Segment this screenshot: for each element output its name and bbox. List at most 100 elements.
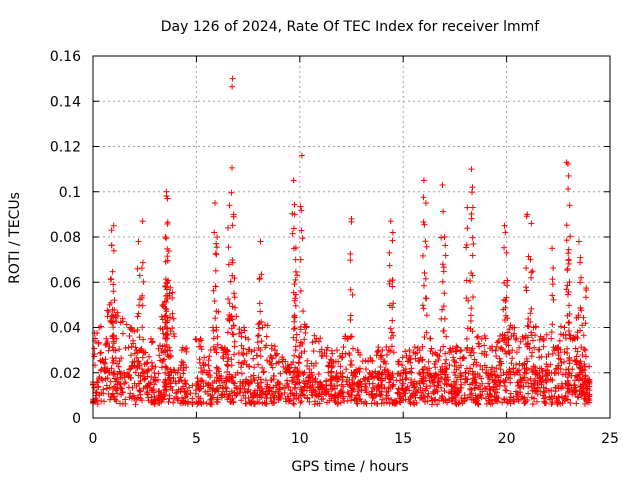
data-point bbox=[417, 371, 424, 378]
chart-title: Day 126 of 2024, Rate Of TEC Index for r… bbox=[161, 19, 541, 35]
data-point bbox=[140, 385, 147, 392]
data-point bbox=[291, 352, 298, 359]
data-point bbox=[565, 185, 572, 192]
data-point bbox=[157, 357, 164, 364]
data-point bbox=[474, 334, 481, 341]
data-point bbox=[110, 340, 117, 347]
data-point bbox=[347, 250, 354, 257]
data-point bbox=[243, 376, 250, 383]
data-point bbox=[136, 272, 143, 279]
data-point bbox=[129, 337, 136, 344]
data-point bbox=[457, 348, 464, 355]
data-point bbox=[163, 235, 170, 242]
data-point bbox=[213, 251, 220, 258]
data-point bbox=[290, 326, 297, 333]
data-point bbox=[521, 400, 528, 407]
data-point bbox=[465, 370, 472, 377]
data-point bbox=[225, 244, 232, 251]
data-point bbox=[112, 385, 119, 392]
data-point bbox=[254, 380, 261, 387]
data-point bbox=[362, 399, 369, 406]
data-point bbox=[403, 375, 410, 382]
data-point bbox=[387, 325, 394, 332]
data-point bbox=[476, 343, 483, 350]
data-point bbox=[170, 375, 177, 382]
data-point bbox=[523, 265, 530, 272]
data-point bbox=[164, 253, 171, 260]
data-point bbox=[116, 346, 123, 353]
data-point bbox=[261, 399, 268, 406]
data-point bbox=[231, 343, 238, 350]
data-point bbox=[159, 302, 166, 309]
data-point bbox=[165, 372, 172, 379]
data-point bbox=[437, 347, 444, 354]
data-point bbox=[464, 204, 471, 211]
data-point bbox=[227, 398, 234, 405]
data-point bbox=[144, 391, 151, 398]
data-point bbox=[140, 348, 147, 355]
data-point bbox=[110, 393, 117, 400]
data-point bbox=[517, 371, 524, 378]
data-point bbox=[500, 395, 507, 402]
data-point bbox=[226, 300, 233, 307]
data-point bbox=[164, 325, 171, 332]
data-point bbox=[291, 325, 298, 332]
data-point bbox=[161, 356, 168, 363]
data-point bbox=[425, 358, 432, 365]
data-point bbox=[258, 338, 265, 345]
data-point bbox=[205, 357, 212, 364]
data-point bbox=[226, 371, 233, 378]
data-point bbox=[297, 287, 304, 294]
data-point bbox=[166, 344, 173, 351]
data-point bbox=[256, 325, 263, 332]
data-point bbox=[257, 238, 264, 245]
data-point bbox=[219, 391, 226, 398]
data-point bbox=[169, 294, 176, 301]
data-point bbox=[228, 377, 235, 384]
data-point bbox=[241, 327, 248, 334]
data-point bbox=[238, 370, 245, 377]
data-point bbox=[136, 347, 143, 354]
data-point bbox=[245, 386, 252, 393]
data-point bbox=[126, 394, 133, 401]
data-point bbox=[304, 357, 311, 364]
data-point bbox=[189, 401, 196, 408]
data-point bbox=[549, 350, 556, 357]
data-point bbox=[577, 279, 584, 286]
data-point bbox=[206, 367, 213, 374]
data-point bbox=[171, 333, 178, 340]
data-point bbox=[196, 338, 203, 345]
data-point bbox=[162, 380, 169, 387]
data-point bbox=[140, 278, 147, 285]
data-point bbox=[528, 220, 535, 227]
data-point bbox=[257, 353, 264, 360]
data-point bbox=[227, 278, 234, 285]
data-point bbox=[118, 355, 125, 362]
data-point bbox=[180, 397, 187, 404]
data-point bbox=[235, 350, 242, 357]
data-point bbox=[245, 336, 252, 343]
data-point bbox=[189, 395, 196, 402]
data-point bbox=[438, 234, 445, 241]
data-point bbox=[420, 194, 427, 201]
x-tick-label: 25 bbox=[601, 431, 619, 447]
data-point bbox=[497, 366, 504, 373]
data-point bbox=[105, 369, 112, 376]
data-point bbox=[527, 310, 534, 317]
data-point bbox=[108, 242, 115, 249]
data-point bbox=[399, 354, 406, 361]
data-point bbox=[463, 335, 470, 342]
data-point bbox=[94, 330, 101, 337]
data-point bbox=[351, 380, 358, 387]
data-point bbox=[106, 343, 113, 350]
data-point bbox=[582, 347, 589, 354]
data-point bbox=[207, 382, 214, 389]
data-point bbox=[268, 342, 275, 349]
data-point bbox=[206, 353, 213, 360]
data-point bbox=[163, 364, 170, 371]
data-point bbox=[207, 372, 214, 379]
data-point bbox=[510, 398, 517, 405]
data-point bbox=[253, 352, 260, 359]
data-point bbox=[113, 376, 120, 383]
data-point bbox=[109, 268, 116, 275]
